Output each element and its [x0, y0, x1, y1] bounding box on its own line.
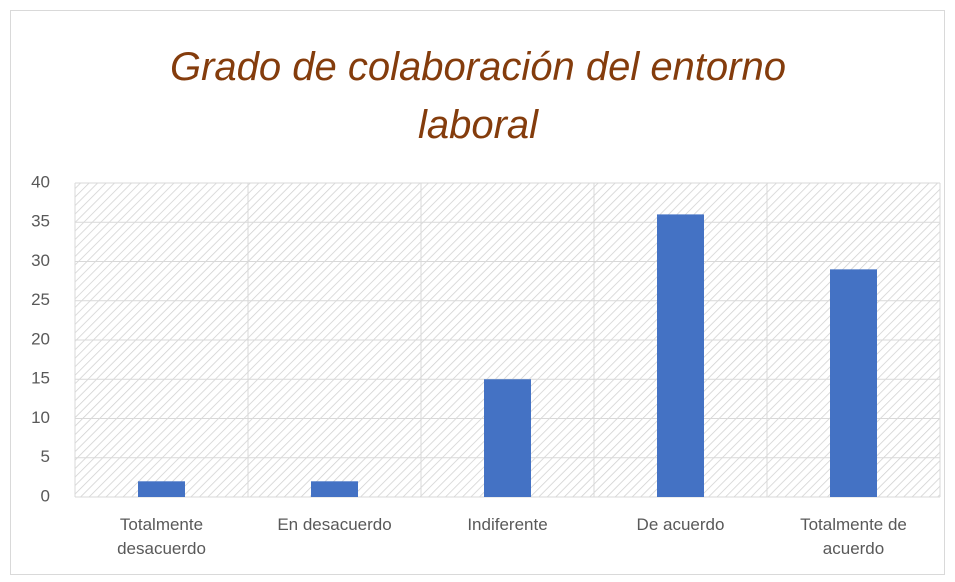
chart-title: Grado de colaboración del entorno labora… — [170, 45, 786, 147]
x-tick-label: De acuerdo — [636, 515, 725, 534]
y-tick-label: 30 — [31, 251, 50, 270]
y-tick-label: 40 — [31, 172, 50, 191]
y-tick-label: 5 — [41, 447, 50, 466]
bar — [484, 379, 531, 497]
y-tick-label: 25 — [31, 290, 50, 309]
x-tick-label: Totalmente desacuerdo — [117, 515, 206, 558]
bar — [138, 481, 185, 497]
y-tick-label: 35 — [31, 212, 50, 231]
y-tick-label: 0 — [41, 486, 50, 505]
x-tick-label: En desacuerdo — [277, 515, 392, 534]
bar — [657, 214, 704, 497]
bar — [830, 269, 877, 497]
y-tick-label: 15 — [31, 369, 50, 388]
x-tick-label: Indiferente — [467, 515, 548, 534]
bar — [311, 481, 358, 497]
x-tick-label: Totalmente de acuerdo — [800, 515, 907, 558]
y-tick-label: 10 — [31, 408, 50, 427]
chart-border — [10, 10, 945, 575]
y-tick-label: 20 — [31, 329, 50, 348]
